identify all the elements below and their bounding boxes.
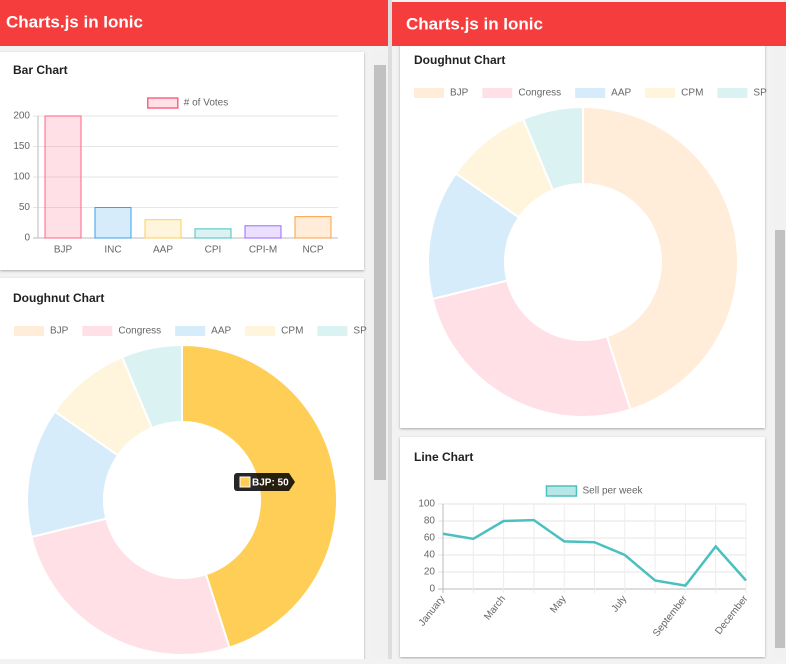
legend-swatch	[482, 88, 513, 98]
chart-title: Doughnut Chart	[13, 291, 104, 305]
header-title: Charts.js in Ionic	[406, 14, 543, 33]
bar	[194, 228, 232, 239]
y-tick-label: 200	[13, 111, 30, 122]
legend-swatch	[147, 97, 179, 109]
y-tick-label: 60	[424, 533, 436, 544]
legend-swatch	[575, 88, 606, 98]
scrollbar-thumb[interactable]	[374, 65, 386, 480]
slice	[582, 105, 739, 411]
legend-label: BJP	[50, 326, 69, 337]
y-tick-label: 40	[424, 550, 436, 561]
bar	[144, 219, 182, 239]
y-tick-label: 80	[424, 516, 436, 527]
legend-label: BJP	[450, 88, 469, 99]
header	[392, 2, 786, 46]
bar	[94, 207, 132, 239]
slice	[120, 343, 183, 430]
legend-label: SP	[353, 326, 367, 337]
y-tick-label: 100	[13, 172, 30, 183]
tooltip-text: BJP: 50	[252, 478, 289, 489]
legend-swatch	[545, 485, 578, 497]
x-tick-label: INC	[104, 245, 121, 256]
line	[442, 518, 747, 587]
legend-label: Congress	[118, 326, 161, 337]
bar	[244, 225, 282, 239]
legend-label: AAP	[611, 88, 631, 99]
x-tick-label: CPI-M	[249, 245, 277, 256]
tooltip-swatch	[239, 476, 251, 488]
slice	[30, 517, 231, 656]
x-tick-label: NCP	[302, 245, 323, 256]
card	[400, 437, 765, 657]
legend-label: CPM	[681, 88, 703, 99]
y-tick-label: 100	[418, 499, 435, 510]
legend-label: # of Votes	[184, 98, 228, 109]
legend-label: SP	[753, 88, 767, 99]
y-tick-label: 50	[19, 202, 31, 213]
slice	[431, 279, 632, 418]
chart-title: Line Chart	[414, 450, 473, 464]
slice	[521, 105, 584, 192]
x-tick-label: BJP	[54, 245, 73, 256]
divider	[388, 0, 392, 659]
legend-swatch	[14, 326, 44, 336]
chart-title: Doughnut Chart	[414, 53, 505, 67]
y-tick-label: 0	[24, 233, 30, 244]
legend-swatch	[645, 88, 676, 98]
header	[0, 0, 388, 46]
legend-swatch	[414, 88, 444, 98]
legend-label: Congress	[518, 88, 561, 99]
y-tick-label: 20	[424, 567, 436, 578]
scrollbar-thumb[interactable]	[775, 230, 785, 648]
legend-swatch	[245, 326, 276, 336]
y-tick-label: 0	[429, 584, 435, 595]
chart-title: Bar Chart	[13, 63, 68, 77]
slice	[181, 343, 338, 649]
legend-swatch	[175, 326, 206, 336]
legend-label: AAP	[211, 326, 231, 337]
y-tick-label: 150	[13, 141, 30, 152]
legend-label: Sell per week	[582, 486, 643, 497]
card	[0, 52, 364, 270]
legend-swatch	[82, 326, 113, 336]
legend-label: CPM	[281, 326, 303, 337]
legend-swatch	[317, 326, 348, 336]
bar	[44, 115, 82, 239]
header-title: Charts.js in Ionic	[6, 12, 143, 31]
bar	[294, 216, 332, 239]
x-tick-label: AAP	[153, 245, 173, 256]
x-tick-label: CPI	[205, 245, 222, 256]
legend-swatch	[717, 88, 748, 98]
